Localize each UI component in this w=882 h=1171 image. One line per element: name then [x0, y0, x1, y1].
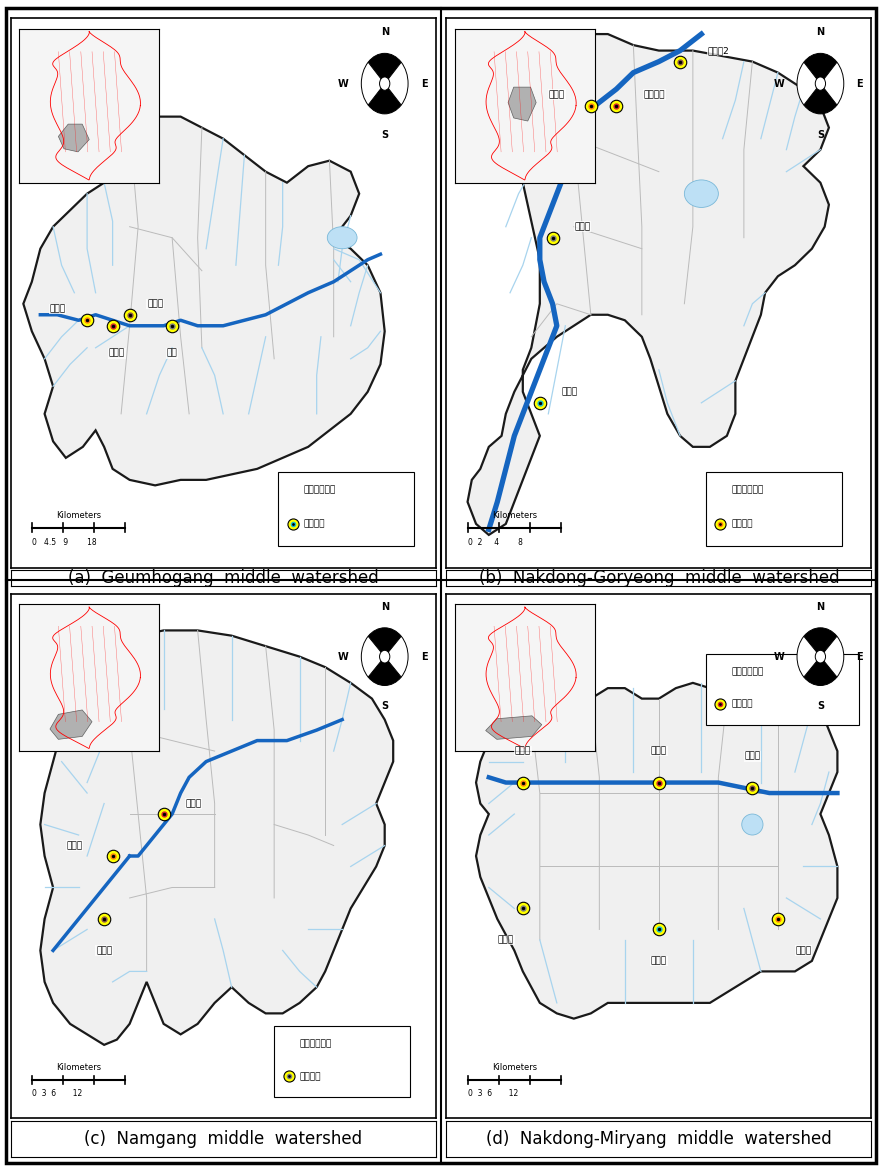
Text: Kilometers: Kilometers — [492, 1063, 537, 1073]
Text: Kilometers: Kilometers — [492, 511, 537, 520]
Text: 용호천: 용호천 — [562, 388, 578, 396]
Polygon shape — [23, 117, 385, 485]
Text: 가화천: 가화천 — [96, 946, 112, 954]
Text: 지류모니터링: 지류모니터링 — [300, 1040, 332, 1048]
Text: S: S — [381, 701, 388, 711]
Text: 지류지점: 지류지점 — [300, 1071, 321, 1081]
Text: 칠원천: 칠원천 — [497, 936, 514, 945]
FancyBboxPatch shape — [279, 472, 415, 546]
Text: (a)  Geumhogang  middle  watershed: (a) Geumhogang middle watershed — [68, 569, 378, 587]
Text: E: E — [421, 78, 428, 89]
Text: W: W — [338, 78, 348, 89]
Wedge shape — [804, 54, 837, 83]
Text: 명산천: 명산천 — [515, 747, 531, 755]
Wedge shape — [820, 62, 844, 105]
Wedge shape — [368, 54, 401, 83]
Wedge shape — [804, 657, 837, 685]
Text: 태재천: 태재천 — [796, 946, 811, 954]
Wedge shape — [368, 83, 401, 114]
Polygon shape — [467, 34, 829, 535]
Text: 기세곡천: 기세곡천 — [644, 90, 665, 100]
Text: Kilometers: Kilometers — [56, 511, 101, 520]
Wedge shape — [385, 62, 408, 105]
FancyBboxPatch shape — [274, 1027, 410, 1097]
Text: 하촌천: 하촌천 — [66, 841, 82, 850]
Circle shape — [815, 650, 826, 663]
Circle shape — [379, 77, 390, 90]
Polygon shape — [41, 630, 393, 1045]
Text: (b)  Nakdong-Goryeong  middle  watershed: (b) Nakdong-Goryeong middle watershed — [479, 569, 839, 587]
Text: N: N — [817, 602, 825, 612]
Wedge shape — [804, 83, 837, 114]
Text: Kilometers: Kilometers — [56, 1063, 101, 1073]
Ellipse shape — [327, 227, 357, 248]
Text: 지류모니터링: 지류모니터링 — [304, 485, 336, 494]
Text: 진전천2: 진전천2 — [707, 46, 729, 55]
FancyBboxPatch shape — [706, 655, 859, 725]
Text: 지류모니터링: 지류모니터링 — [731, 485, 764, 494]
Text: S: S — [817, 130, 824, 141]
Text: 동화천: 동화천 — [147, 300, 163, 308]
Text: S: S — [817, 701, 824, 711]
Text: E: E — [856, 651, 863, 662]
Text: N: N — [381, 602, 389, 612]
Wedge shape — [797, 62, 820, 105]
Text: 상남천: 상남천 — [744, 752, 760, 761]
Text: 남천: 남천 — [167, 349, 177, 358]
Text: 지류지점: 지류지점 — [731, 520, 752, 528]
Polygon shape — [476, 683, 837, 1019]
Wedge shape — [362, 636, 385, 677]
Circle shape — [815, 77, 826, 90]
Text: 0  3  6       12: 0 3 6 12 — [467, 1089, 518, 1098]
Text: 0  3  6       12: 0 3 6 12 — [32, 1089, 82, 1098]
Text: W: W — [774, 78, 784, 89]
Text: (d)  Nakdong-Miryang  middle  watershed: (d) Nakdong-Miryang middle watershed — [486, 1130, 832, 1148]
Text: W: W — [774, 651, 784, 662]
Text: 초동천: 초동천 — [651, 747, 667, 755]
Wedge shape — [362, 62, 385, 105]
Text: (c)  Namgang  middle  watershed: (c) Namgang middle watershed — [84, 1130, 363, 1148]
Text: 0  2     4        8: 0 2 4 8 — [467, 537, 522, 547]
Wedge shape — [368, 628, 401, 657]
Ellipse shape — [742, 814, 763, 835]
Text: 번지천: 번지천 — [185, 799, 201, 808]
Text: N: N — [381, 27, 389, 36]
Text: E: E — [856, 78, 863, 89]
Text: 곡세천: 곡세천 — [108, 349, 125, 358]
Text: 지류지점: 지류지점 — [731, 699, 752, 708]
Text: 화포천: 화포천 — [651, 957, 667, 965]
Text: 지류모니터링: 지류모니터링 — [731, 667, 764, 676]
Text: N: N — [817, 27, 825, 36]
Text: S: S — [381, 130, 388, 141]
Text: 지류지점: 지류지점 — [304, 520, 325, 528]
Text: 풍하천: 풍하천 — [574, 222, 590, 231]
Circle shape — [379, 650, 390, 663]
Wedge shape — [820, 636, 844, 677]
Text: 0   4.5   9        18: 0 4.5 9 18 — [32, 537, 96, 547]
Text: E: E — [421, 651, 428, 662]
Text: W: W — [338, 651, 348, 662]
Wedge shape — [368, 657, 401, 685]
Wedge shape — [385, 636, 408, 677]
Wedge shape — [797, 636, 820, 677]
Text: 율기천: 율기천 — [49, 304, 65, 314]
Ellipse shape — [684, 180, 718, 207]
Wedge shape — [804, 628, 837, 657]
Text: 법리천: 법리천 — [549, 90, 564, 100]
FancyBboxPatch shape — [706, 472, 841, 546]
